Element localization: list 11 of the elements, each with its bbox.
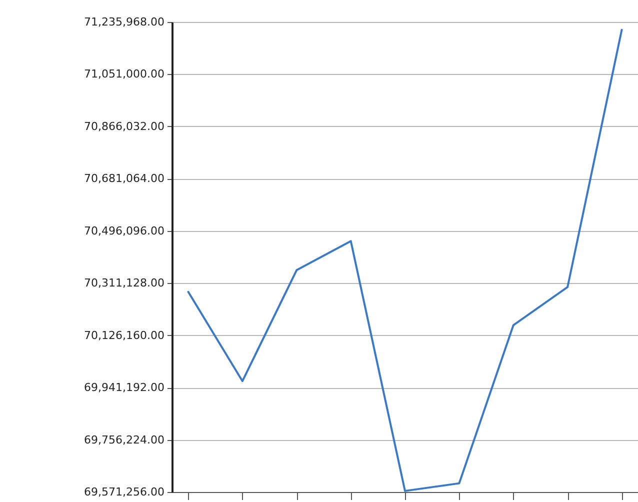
y-tick-label: 71,235,968.00 (84, 16, 164, 28)
line-series (187, 28, 623, 492)
y-tick-label: 69,571,256.00 (84, 486, 164, 498)
y-tick-label: 70,681,064.00 (84, 172, 164, 186)
y-tick-label: 70,126,160.00 (84, 328, 164, 342)
y-tick-label: 69,941,192.00 (84, 381, 164, 394)
y-tick-label: 70,866,032.00 (84, 120, 164, 133)
y-tick-label: 71,051,000.00 (84, 68, 164, 81)
y-tick-label: 70,496,096.00 (84, 224, 164, 238)
y-tick-label: 70,311,128.00 (84, 276, 164, 290)
y-tick-label: 69,756,224.00 (84, 433, 164, 446)
